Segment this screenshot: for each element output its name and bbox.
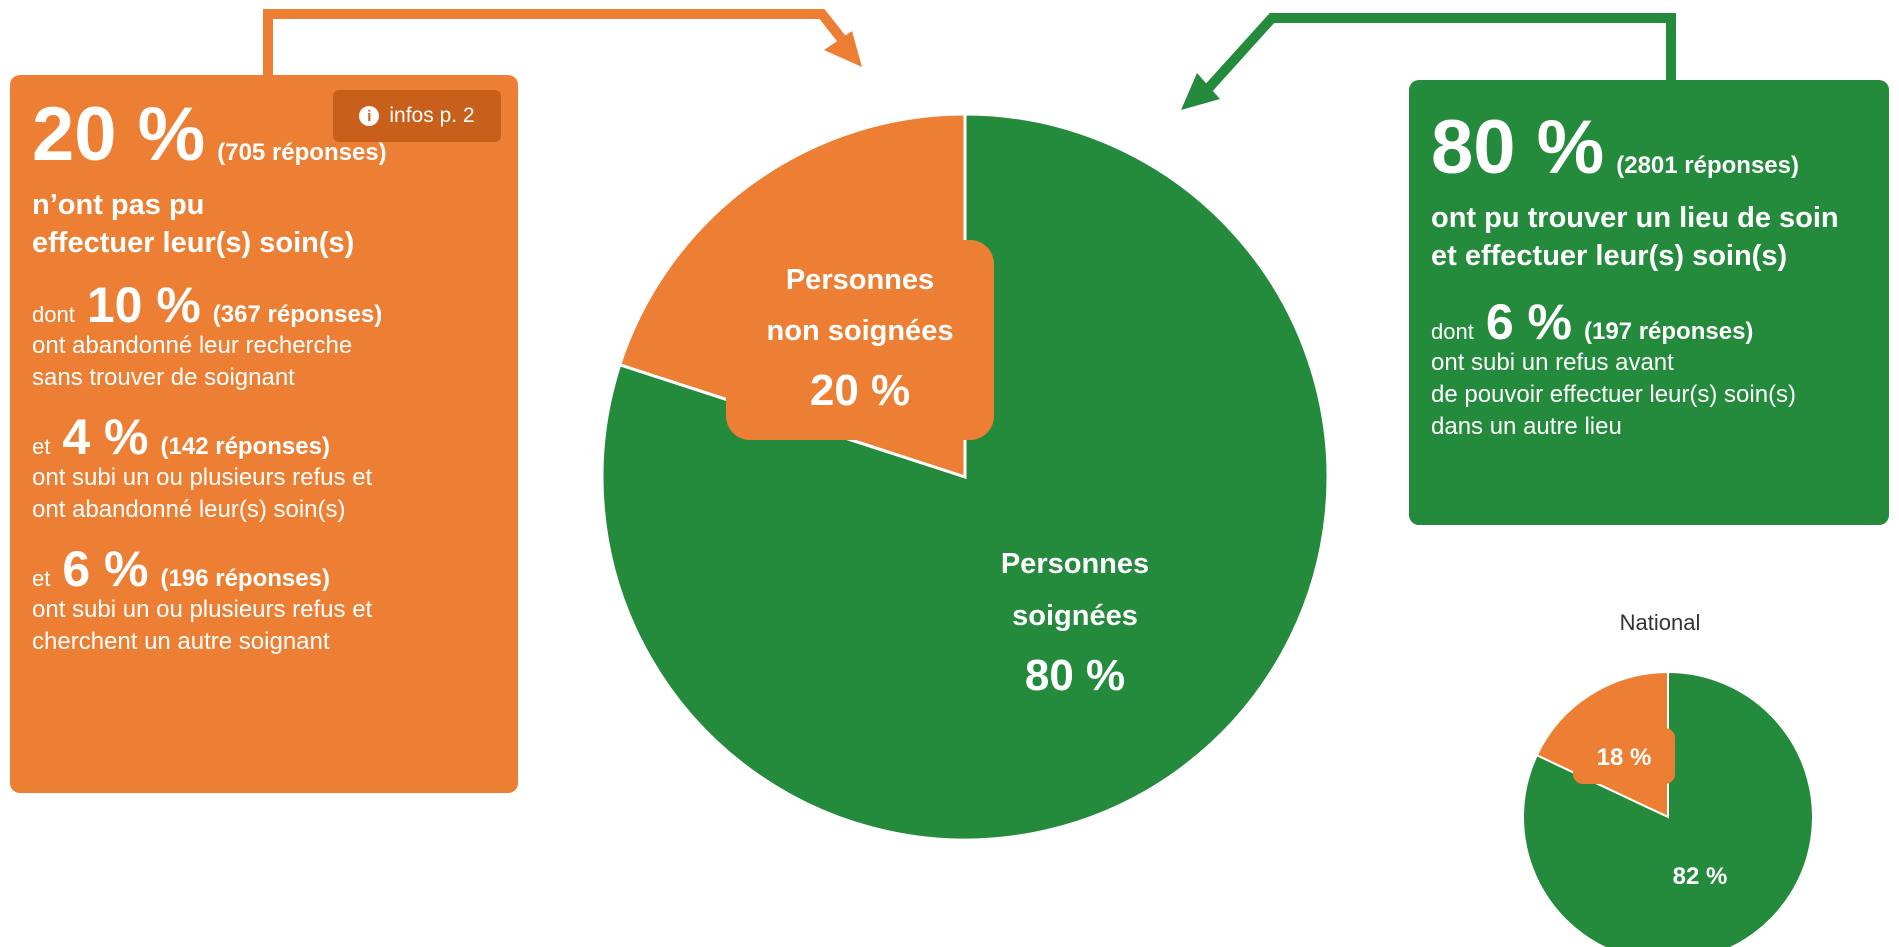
green-arrow xyxy=(1202,13,1676,95)
item-line: cherchent un autre soignant xyxy=(32,627,330,655)
item-line: ont abandonné leur(s) soin(s) xyxy=(32,496,346,524)
item-prefix: dont xyxy=(1431,319,1474,345)
headline-percent: 80 % xyxy=(1431,105,1605,190)
headline-percent: 20 % xyxy=(32,92,206,177)
item-line: ont subi un ou plusieurs refus et xyxy=(32,464,373,492)
detail-item: dont 10 % (367 réponses) ont abandonné leu… xyxy=(32,280,518,394)
headline-text-line: et effectuer leur(s) soin(s) xyxy=(1431,239,1788,272)
item-line: dans un autre lieu xyxy=(1431,413,1622,441)
item-line: sans trouver de soignant xyxy=(32,364,295,392)
orange-arrow xyxy=(263,9,856,75)
headline-text: n’ont pas pu effectuer leur(s) soin(s) xyxy=(32,187,518,262)
headline-text-line: n’ont pas pu xyxy=(32,189,205,221)
item-percent: 6 % xyxy=(62,541,149,597)
info-badge[interactable]: i infos p. 2 xyxy=(333,90,501,142)
national-chart-title: National xyxy=(1619,610,1701,635)
detail-item: et 4 % (142 réponses) ont subi un ou plusi… xyxy=(32,412,518,526)
item-line: ont subi un refus avant xyxy=(1431,349,1674,377)
item-prefix: et xyxy=(32,434,51,460)
green-arrow-head xyxy=(1181,73,1220,110)
info-circle-icon: i xyxy=(359,106,380,126)
detail-item: dont 6 % (197 réponses) ont subi un refus … xyxy=(1431,297,1889,443)
not-treated-panel: i infos p. 2 20 % (705 réponses) n’ont p… xyxy=(10,75,518,793)
item-line: de pouvoir effectuer leur(s) soin(s) xyxy=(1431,381,1797,409)
headline-row: 80 % (2801 réponses) xyxy=(1431,110,1889,186)
headline-text: ont pu trouver un lieu de soin et effect… xyxy=(1431,200,1889,275)
headline-row: 20 % (705 réponses) xyxy=(32,97,518,173)
item-percent: 4 % xyxy=(62,409,149,466)
headline-responses: (705 réponses) xyxy=(217,139,387,166)
detail-item: et 6 % (196 réponses) ont subi un ou plusi… xyxy=(32,544,518,658)
orange-arrow-head xyxy=(824,31,862,67)
item-responses: (142 réponses) xyxy=(160,433,330,461)
item-line: ont subi un ou plusieurs refus et xyxy=(32,596,373,623)
info-label: infos p. 2 xyxy=(389,104,475,127)
treated-panel: 80 % (2801 réponses) ont pu trouver un l… xyxy=(1409,80,1889,525)
item-line: ont abandonné leur recherche xyxy=(32,332,353,360)
item-responses: (196 réponses) xyxy=(160,565,330,592)
item-prefix: et xyxy=(32,566,51,591)
item-percent: 10 % xyxy=(86,277,201,334)
headline-text-line: effectuer leur(s) soin(s) xyxy=(32,226,355,259)
headline-text-line: ont pu trouver un lieu de soin xyxy=(1431,202,1839,234)
item-responses: (197 réponses) xyxy=(1584,318,1754,346)
headline-responses: (2801 réponses) xyxy=(1616,152,1799,179)
item-responses: (367 réponses) xyxy=(212,301,383,329)
item-percent: 6 % xyxy=(1485,294,1572,351)
item-prefix: dont xyxy=(32,302,75,328)
